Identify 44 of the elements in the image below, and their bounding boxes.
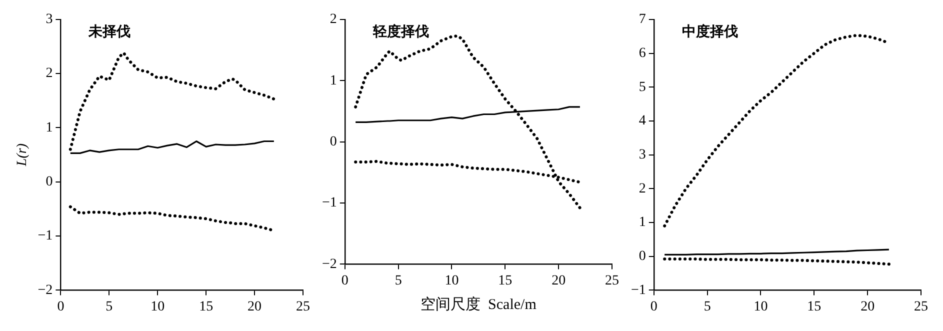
x-tick-label: 20 — [248, 299, 262, 314]
x-tick-label: 0 — [57, 299, 64, 314]
y-tick-label: 1 — [638, 215, 646, 230]
y-tick-label: 1 — [46, 120, 53, 136]
y-tick-label: −2 — [38, 282, 53, 298]
line-series — [68, 51, 276, 151]
y-tick-label: 5 — [638, 80, 646, 95]
y-tick-label: 6 — [638, 46, 646, 61]
x-tick-label: 10 — [754, 299, 768, 314]
y-tick-label: 0 — [330, 134, 337, 150]
x-tick-label: 10 — [444, 273, 459, 288]
x-tick-label: 5 — [394, 273, 402, 288]
x-tick-label: 20 — [860, 299, 875, 314]
y-tick-label: 1 — [330, 73, 337, 88]
chart-title: 中度择伐 — [682, 23, 738, 40]
y-tick-label: 2 — [330, 12, 337, 28]
y-tick-label: 7 — [638, 12, 646, 28]
x-tick-label: 0 — [650, 299, 658, 314]
y-tick-label: 0 — [638, 249, 646, 264]
x-tick-label: 15 — [807, 299, 822, 314]
x-tick-label: 5 — [704, 299, 711, 314]
x-tick-label: 10 — [150, 299, 165, 314]
x-tick-label: 0 — [341, 273, 348, 288]
y-axis-title: L(r) — [15, 143, 30, 168]
x-tick-label: 15 — [498, 273, 512, 288]
x-tick-label: 25 — [605, 273, 619, 288]
y-tick-label: 2 — [638, 181, 646, 196]
y-tick-label: −2 — [322, 256, 337, 272]
y-tick-label: 3 — [638, 147, 646, 162]
y-tick-label: −1 — [630, 282, 646, 298]
x-tick-label: 20 — [552, 273, 566, 288]
x-tick-label: 15 — [199, 299, 214, 314]
y-tick-label: −1 — [38, 228, 53, 244]
y-tick-label: 3 — [46, 12, 53, 28]
y-tick-label: 2 — [46, 66, 53, 82]
chart-title: 未择伐 — [88, 24, 131, 40]
x-tick-label: 25 — [914, 299, 928, 314]
x-tick-label: 25 — [296, 299, 310, 314]
x-tick-label: 5 — [106, 299, 113, 314]
y-tick-label: 4 — [638, 114, 646, 129]
x-axis-title: 空间尺度 Scale/m — [420, 296, 537, 313]
chart-title: 轻度择伐 — [372, 23, 429, 40]
y-tick-label: 0 — [46, 174, 53, 190]
y-tick-label: −1 — [322, 196, 337, 211]
